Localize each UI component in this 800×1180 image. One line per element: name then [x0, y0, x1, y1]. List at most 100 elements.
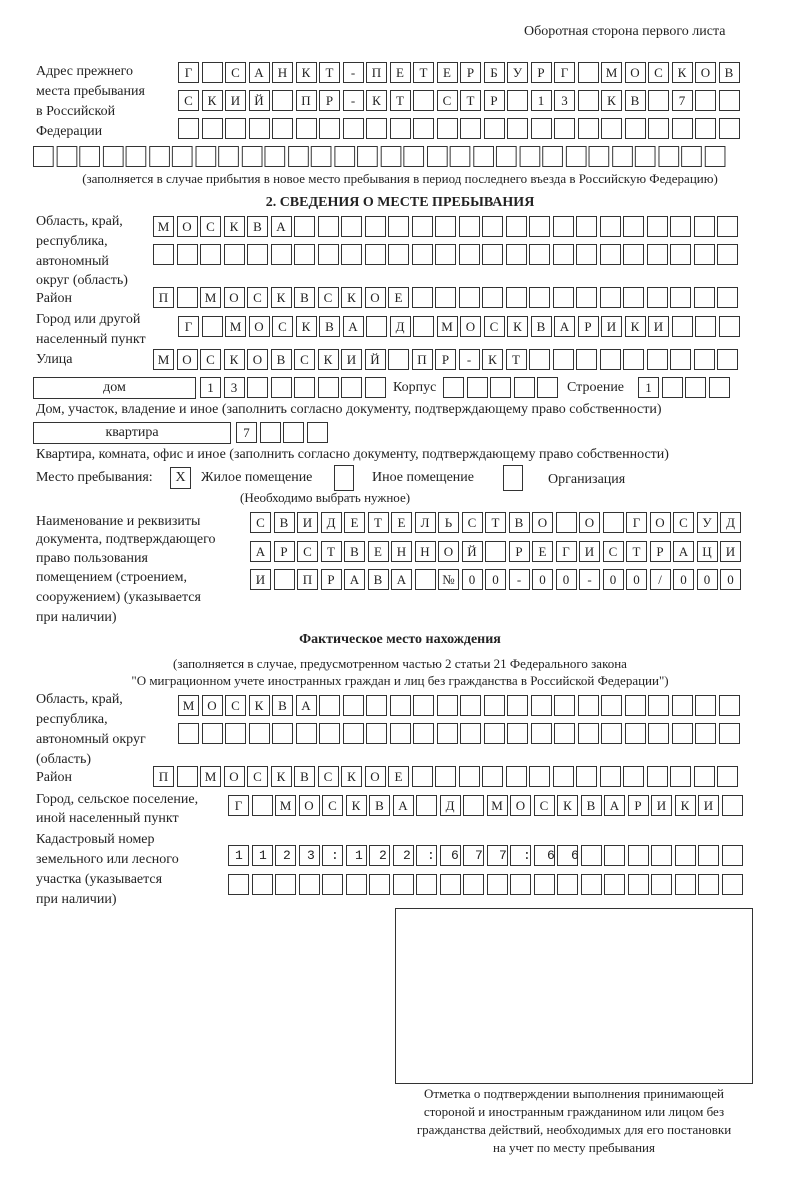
char-cell[interactable]: О — [532, 512, 553, 533]
char-cell[interactable]: 0 — [555, 569, 577, 590]
char-cell[interactable]: П — [153, 766, 174, 787]
char-cell[interactable]: Р — [273, 541, 295, 562]
char-cell[interactable] — [369, 874, 390, 895]
char-cell[interactable] — [577, 90, 599, 111]
char-cell[interactable] — [364, 244, 386, 265]
char-cell[interactable]: Й — [461, 541, 483, 562]
char-cell[interactable] — [717, 349, 738, 370]
char-cell[interactable] — [389, 695, 411, 716]
house-type-field[interactable]: дом — [33, 377, 196, 399]
char-cell[interactable] — [627, 874, 649, 895]
char-cell[interactable]: С — [200, 216, 221, 237]
char-cell[interactable]: № — [438, 569, 459, 590]
char-cell[interactable] — [671, 118, 693, 139]
char-cell[interactable]: С — [533, 795, 555, 816]
char-cell[interactable] — [364, 216, 386, 237]
char-cell[interactable] — [388, 216, 409, 237]
char-cell[interactable]: Т — [320, 541, 342, 562]
char-cell[interactable] — [670, 287, 691, 308]
char-cell[interactable]: В — [272, 695, 293, 716]
char-cell[interactable] — [201, 723, 223, 744]
char-cell[interactable]: С — [483, 316, 505, 337]
char-cell[interactable]: К — [248, 695, 270, 716]
char-cell[interactable] — [599, 766, 621, 787]
char-cell[interactable]: Р — [319, 90, 340, 111]
char-cell[interactable] — [604, 874, 625, 895]
char-cell[interactable]: Е — [344, 512, 365, 533]
char-cell[interactable] — [698, 874, 719, 895]
char-cell[interactable] — [505, 216, 527, 237]
char-cell[interactable] — [718, 695, 740, 716]
char-cell[interactable]: Р — [483, 90, 505, 111]
char-cell[interactable]: Р — [435, 349, 456, 370]
char-cell[interactable] — [275, 874, 296, 895]
char-cell[interactable]: М — [225, 316, 246, 337]
char-cell[interactable]: К — [624, 316, 646, 337]
char-cell[interactable] — [693, 287, 715, 308]
char-cell[interactable] — [413, 316, 434, 337]
region-row[interactable] — [178, 723, 742, 744]
char-cell[interactable]: 1 — [200, 377, 221, 398]
char-cell[interactable]: А — [604, 795, 625, 816]
char-cell[interactable] — [507, 118, 528, 139]
char-cell[interactable]: Т — [367, 512, 389, 533]
char-cell[interactable] — [460, 723, 481, 744]
char-cell[interactable]: М — [601, 62, 622, 83]
char-cell[interactable] — [380, 146, 401, 167]
char-cell[interactable] — [416, 845, 437, 866]
char-cell[interactable]: Р — [577, 316, 599, 337]
char-cell[interactable] — [294, 244, 315, 265]
char-cell[interactable] — [270, 377, 292, 398]
char-cell[interactable] — [248, 723, 270, 744]
char-cell[interactable] — [458, 287, 480, 308]
char-cell[interactable] — [554, 695, 575, 716]
char-cell[interactable] — [718, 90, 740, 111]
char-cell[interactable] — [552, 287, 574, 308]
char-cell[interactable]: О — [579, 512, 600, 533]
char-cell[interactable] — [483, 723, 505, 744]
char-cell[interactable] — [513, 377, 535, 398]
char-cell[interactable] — [721, 845, 743, 866]
char-cell[interactable]: И — [698, 795, 719, 816]
char-cell[interactable]: О — [649, 512, 671, 533]
char-cell[interactable]: Т — [413, 62, 434, 83]
region-row[interactable] — [153, 244, 741, 265]
char-cell[interactable]: С — [247, 287, 268, 308]
char-cell[interactable]: М — [436, 316, 458, 337]
char-cell[interactable]: П — [297, 569, 318, 590]
char-cell[interactable]: К — [295, 62, 317, 83]
char-cell[interactable] — [392, 845, 414, 866]
char-cell[interactable] — [624, 723, 646, 744]
cadastral-row[interactable] — [228, 874, 745, 895]
char-cell[interactable] — [458, 766, 480, 787]
char-cell[interactable]: Д — [439, 795, 461, 816]
char-cell[interactable] — [449, 146, 471, 167]
char-cell[interactable] — [670, 216, 691, 237]
char-cell[interactable] — [651, 874, 672, 895]
char-cell[interactable] — [624, 695, 646, 716]
char-cell[interactable] — [251, 874, 273, 895]
char-cell[interactable] — [148, 146, 170, 167]
char-cell[interactable]: Г — [228, 795, 249, 816]
cadastral-row[interactable] — [228, 845, 745, 866]
char-cell[interactable]: Е — [388, 766, 409, 787]
char-cell[interactable] — [275, 845, 296, 866]
char-cell[interactable]: П — [153, 287, 174, 308]
char-cell[interactable] — [342, 695, 364, 716]
char-cell[interactable]: М — [153, 216, 174, 237]
char-cell[interactable] — [413, 723, 434, 744]
char-cell[interactable]: Д — [720, 512, 741, 533]
char-cell[interactable] — [176, 287, 198, 308]
char-cell[interactable] — [530, 695, 552, 716]
char-cell[interactable] — [248, 118, 270, 139]
char-cell[interactable] — [341, 244, 362, 265]
char-cell[interactable] — [435, 244, 456, 265]
char-cell[interactable]: К — [482, 349, 503, 370]
char-cell[interactable]: Г — [626, 512, 647, 533]
char-cell[interactable] — [704, 146, 725, 167]
char-cell[interactable] — [602, 512, 624, 533]
